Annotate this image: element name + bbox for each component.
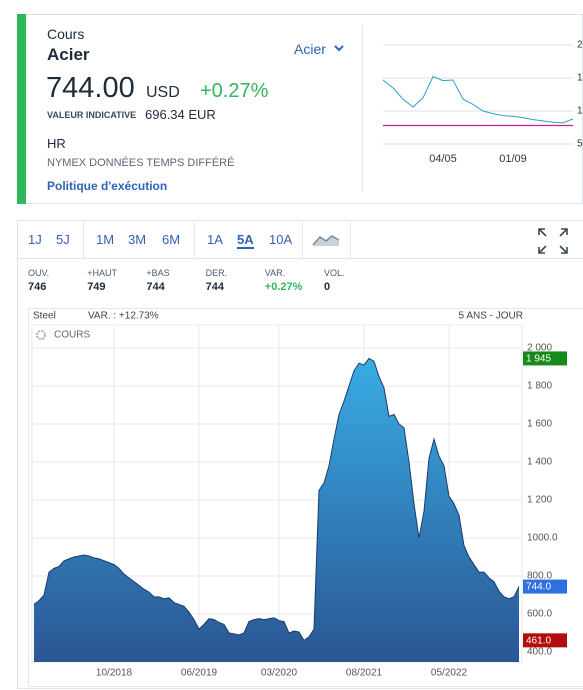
y-tick-label: 1000.0 [527, 533, 558, 544]
y-tick-label: 1 600 [527, 419, 552, 430]
stat-value: 0 [324, 281, 331, 293]
chevron [334, 45, 344, 52]
x-tick-label: 04/05 [429, 153, 457, 165]
price-marker-label: 461.0 [526, 635, 551, 646]
period-button[interactable]: 5A [237, 232, 254, 249]
chart-subtitle: VAR. : +12.73% [88, 311, 159, 322]
accent-bar [17, 14, 26, 204]
legend-icon [36, 330, 46, 340]
divider [362, 26, 363, 192]
y-tick-label: 1 400 [527, 457, 552, 468]
stat-value: 746 [28, 281, 47, 293]
price-marker-label: 1 945 [526, 354, 551, 365]
stat-value: 749 [87, 281, 106, 293]
line [33, 357, 520, 642]
selector[interactable]: Acier [294, 41, 344, 57]
x-tick-label: 05/2022 [431, 668, 468, 679]
change: +0.27% [200, 80, 269, 102]
stat-label: OUV. [28, 268, 50, 278]
y-tick-label: 1 800 [527, 381, 552, 392]
period-button[interactable]: 6M [162, 232, 181, 247]
stat-label: +HAUT [87, 268, 117, 278]
price-marker [523, 351, 567, 366]
legend-label: COURS [54, 330, 90, 341]
indicative-value: 696.34 EUR [145, 107, 216, 122]
period-button[interactable]: 1M [96, 232, 115, 247]
stat-value: 744 [146, 281, 165, 293]
sep [194, 222, 195, 258]
selector-text[interactable]: Acier [294, 41, 326, 57]
y-tick-label: 1 [577, 106, 583, 117]
code: HR [47, 136, 66, 151]
y-tick-label: 1 [577, 73, 583, 84]
stat-label: VAR. [264, 268, 286, 278]
line [382, 76, 574, 124]
chart-title: Steel [33, 311, 56, 322]
y-tick-label: 2 000 [527, 343, 552, 354]
period-button[interactable]: 1J [28, 232, 42, 247]
area [34, 358, 519, 662]
execution-link[interactable]: Politique d'exécution [47, 179, 168, 193]
stat-label: DER. [205, 268, 228, 278]
x-tick-label: 06/2019 [181, 668, 218, 679]
stat-value: 744 [205, 281, 224, 293]
fullscreen-icon[interactable] [538, 228, 568, 254]
chart-panel [17, 220, 583, 689]
y-tick-label: 800.0 [527, 571, 552, 582]
price-marker [523, 633, 567, 648]
price-marker [523, 579, 567, 594]
y-tick-label: 400.0 [527, 647, 552, 658]
indicative-label: VALEUR INDICATIVE [47, 110, 137, 120]
price: 744.00 [46, 72, 135, 104]
sep [350, 222, 351, 258]
y-tick-label: 2 [577, 40, 583, 51]
x-tick-label: 01/09 [499, 153, 527, 165]
stat-label: +BAS [146, 268, 170, 278]
x-tick-label: 10/2018 [96, 668, 133, 679]
x-tick-label: 08/2021 [346, 668, 383, 679]
y-tick-label: 600.0 [527, 609, 552, 620]
chart-box [28, 308, 583, 687]
currency: USD [146, 84, 180, 101]
price-marker-label: 744.0 [526, 582, 551, 593]
stat-value: +0.27% [264, 281, 303, 293]
period-button[interactable]: 10A [269, 232, 293, 247]
sep [302, 222, 303, 258]
quote-label: Cours [47, 26, 85, 42]
sep [83, 222, 84, 258]
quote-name: Acier [47, 45, 90, 64]
period-button[interactable]: 3M [128, 232, 147, 247]
x-tick-label: 03/2020 [261, 668, 298, 679]
toolbar-line [17, 258, 583, 259]
y-tick-label: 1 200 [527, 495, 552, 506]
chart-type-icon[interactable] [312, 233, 340, 247]
source: NYMEX DONNÉES TEMPS DIFFÉRÉ [47, 157, 235, 169]
range-label: 5 ANS - JOUR [459, 311, 523, 322]
period-button[interactable]: 5J [56, 232, 70, 247]
y-tick-label: 5 [577, 139, 583, 150]
stat-label: VOL. [324, 268, 345, 278]
period-button[interactable]: 1A [207, 232, 223, 247]
